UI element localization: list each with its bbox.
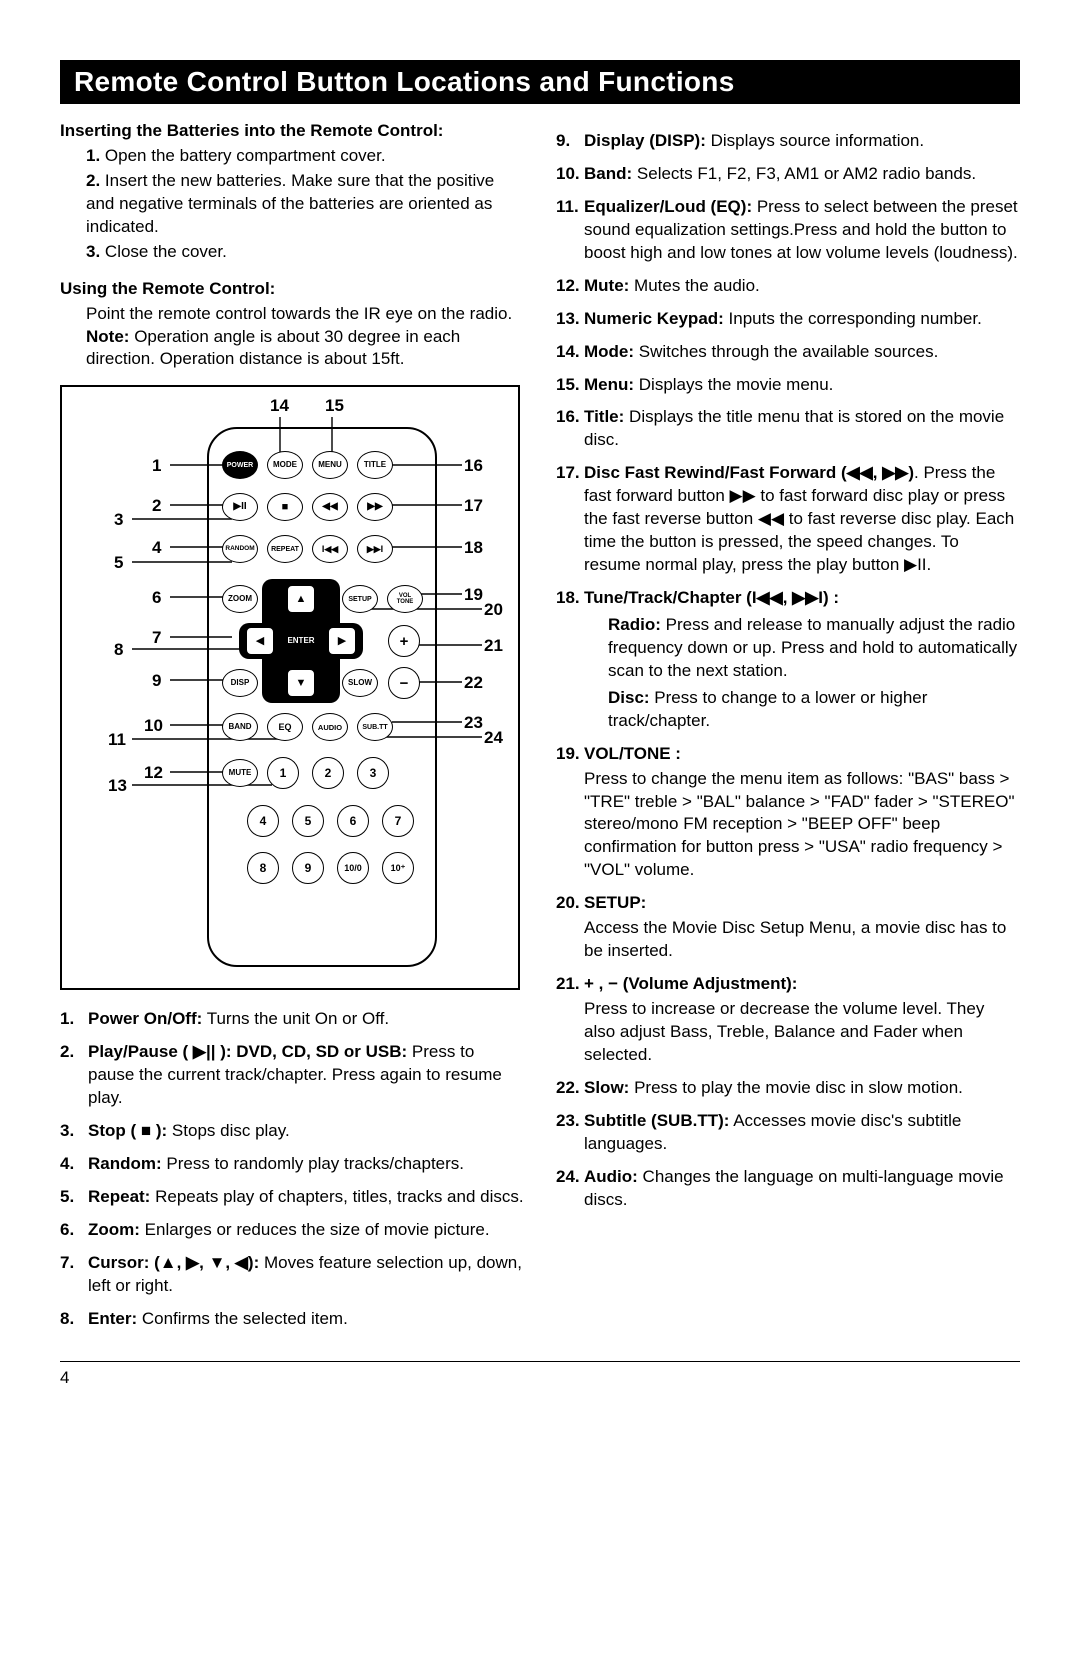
callout-9: 9 [152,670,161,693]
left-column: Inserting the Batteries into the Remote … [60,120,524,1341]
using-body: Point the remote control towards the IR … [86,304,512,323]
callout-18: 18 [464,537,483,560]
callout-23: 23 [464,712,483,735]
callout-2: 2 [152,495,161,518]
using-heading: Using the Remote Control: [60,278,524,301]
fn-item: 17.Disc Fast Rewind/Fast Forward (◀◀, ▶▶… [556,462,1020,577]
fn-item: 22.Slow: Press to play the movie disc in… [556,1077,1020,1100]
fn-item: 24.Audio: Changes the language on multi-… [556,1166,1020,1212]
fn-item: 12.Mute: Mutes the audio. [556,275,1020,298]
callout-1: 1 [152,455,161,478]
callout-13: 13 [108,775,127,798]
btn-enter: ENTER [282,627,320,655]
fn-item: 3.Stop ( ■ ): Stops disc play. [60,1120,524,1143]
fn-item: 14.Mode: Switches through the available … [556,341,1020,364]
fn-item: 7.Cursor: (▲, ▶, ▼, ◀): Moves feature se… [60,1252,524,1298]
callout-17: 17 [464,495,483,518]
callout-6: 6 [152,587,161,610]
fn-item: 5.Repeat: Repeats play of chapters, titl… [60,1186,524,1209]
fn-item: 2.Play/Pause ( ▶|| ): DVD, CD, SD or USB… [60,1041,524,1110]
fn-item: 1.Power On/Off: Turns the unit On or Off… [60,1008,524,1031]
callout-19: 19 [464,584,483,607]
step-1: Open the battery compartment cover. [105,146,386,165]
callout-24: 24 [484,727,503,750]
callout-21: 21 [484,635,503,658]
fn-item: 23.Subtitle (SUB.TT): Accesses movie dis… [556,1110,1020,1156]
fn-item: 10.Band: Selects F1, F2, F3, AM1 or AM2 … [556,163,1020,186]
callout-4: 4 [152,537,161,560]
btn-up: ▲ [287,585,315,613]
callout-12: 12 [144,762,163,785]
callout-16: 16 [464,455,483,478]
step-3: Close the cover. [105,242,227,261]
fn-item: 21.+ , − (Volume Adjustment):Press to in… [556,973,1020,1067]
step-2: Insert the new batteries. Make sure that… [86,171,494,236]
callout-3: 3 [114,509,123,532]
fn-item: 16.Title: Displays the title menu that i… [556,406,1020,452]
fn-item: 6.Zoom: Enlarges or reduces the size of … [60,1219,524,1242]
page-number: 4 [60,1368,1020,1388]
page-title: Remote Control Button Locations and Func… [60,60,1020,104]
content-columns: Inserting the Batteries into the Remote … [60,120,1020,1341]
fn-item: 4.Random: Press to randomly play tracks/… [60,1153,524,1176]
functions-1-8: 1.Power On/Off: Turns the unit On or Off… [60,1008,524,1330]
fn-item: 19.VOL/TONE :Press to change the menu it… [556,743,1020,883]
btn-right: ▶ [328,627,356,655]
manual-page: Remote Control Button Locations and Func… [0,0,1080,1418]
using-block: Point the remote control towards the IR … [60,303,524,372]
callout-11: 11 [108,729,126,752]
footer-rule [60,1361,1020,1362]
remote-diagram: 14 15 1 2 3 4 5 6 7 8 9 10 11 12 13 16 1… [60,385,520,990]
callout-22: 22 [464,672,483,695]
functions-9-24: 9.Display (DISP): Displays source inform… [556,130,1020,1212]
callout-5: 5 [114,552,123,575]
callout-15: 15 [325,395,344,418]
batteries-heading: Inserting the Batteries into the Remote … [60,120,524,143]
right-column: 9.Display (DISP): Displays source inform… [556,120,1020,1341]
callout-20: 20 [484,599,503,622]
callout-10: 10 [144,715,163,738]
batteries-steps: 1. Open the battery compartment cover. 2… [60,145,524,264]
fn-item: 8.Enter: Confirms the selected item. [60,1308,524,1331]
fn-item: 20.SETUP:Access the Movie Disc Setup Men… [556,892,1020,963]
fn-item: 18.Tune/Track/Chapter (I◀◀, ▶▶I) :Radio:… [556,587,1020,733]
fn-item: 15.Menu: Displays the movie menu. [556,374,1020,397]
callout-14: 14 [270,395,289,418]
fn-item: 11.Equalizer/Loud (EQ): Press to select … [556,196,1020,265]
callout-8: 8 [114,639,123,662]
btn-down: ▼ [287,669,315,697]
fn-item: 13.Numeric Keypad: Inputs the correspond… [556,308,1020,331]
note-label: Note: [86,327,129,346]
callout-7: 7 [152,627,161,650]
fn-item: 9.Display (DISP): Displays source inform… [556,130,1020,153]
note-text: Operation angle is about 30 degree in ea… [86,327,460,369]
btn-left: ◀ [246,627,274,655]
